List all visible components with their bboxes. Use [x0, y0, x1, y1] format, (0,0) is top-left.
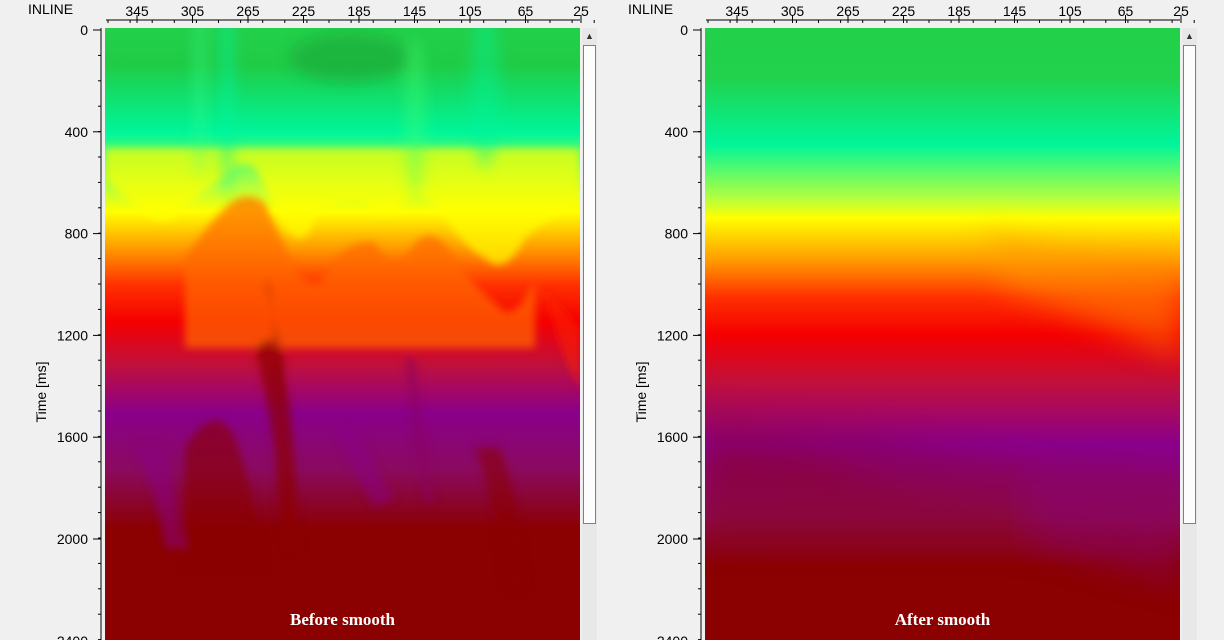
y-tick-label: 0	[80, 22, 88, 38]
x-tick-label: 305	[181, 3, 205, 19]
velocity-section-before[interactable]: Before smooth	[105, 28, 580, 640]
x-tick-label: 145	[1003, 3, 1027, 19]
y-axis-label: Time [ms]	[33, 362, 49, 423]
x-tick-label: 105	[1058, 3, 1082, 19]
scroll-up-arrow-icon[interactable]: ▲	[585, 31, 594, 41]
x-tick-label: 345	[125, 3, 149, 19]
seismic-panel-before: INLINE 345 305 265 225 185 145 105 65 25 0 400 800 1…	[0, 0, 600, 640]
y-tick-label: 1600	[657, 429, 688, 445]
x-tick-label: 185	[947, 3, 971, 19]
y-tick-label: 2400	[57, 633, 88, 640]
y-tick-label: 400	[65, 124, 89, 140]
y-tick-label: 2000	[57, 531, 88, 547]
y-tick-label: 800	[665, 226, 689, 242]
axes-frame: 345 305 265 225 185 145 105 65 25 0 400 800 1200 1600…	[633, 3, 1195, 640]
x-tick-label: 225	[892, 3, 916, 19]
y-tick-label: 400	[665, 124, 689, 140]
x-tick-label: 185	[347, 3, 371, 19]
axes-frame: 345 305 265 225 185 145 105 65 25 0 400 800 1200 1600…	[33, 3, 595, 640]
y-axis-label: Time [ms]	[633, 362, 649, 423]
y-tick-label: 1600	[57, 429, 88, 445]
x-tick-label: 345	[725, 3, 749, 19]
inline-axis-title: INLINE	[28, 1, 74, 17]
x-tick-label: 265	[836, 3, 860, 19]
x-tick-label: 265	[236, 3, 260, 19]
scroll-thumb[interactable]	[1183, 45, 1196, 524]
x-tick-label: 65	[1118, 3, 1134, 19]
y-tick-label: 800	[65, 226, 89, 242]
inline-axis-title: INLINE	[628, 1, 674, 17]
vertical-scrollbar[interactable]: ▲	[1182, 28, 1197, 640]
x-tick-label: 145	[403, 3, 427, 19]
x-tick-label: 25	[573, 3, 589, 19]
y-tick-label: 2400	[657, 633, 688, 640]
seismic-panel-after: INLINE 345 305 265 225 185 145 105 65 25 0 400 800 1…	[600, 0, 1200, 640]
x-tick-label: 225	[292, 3, 316, 19]
x-tick-label: 25	[1173, 3, 1189, 19]
y-tick-label: 1200	[657, 327, 688, 343]
x-tick-label: 105	[458, 3, 482, 19]
y-tick-label: 0	[680, 22, 688, 38]
y-tick-label: 1200	[57, 327, 88, 343]
panel-caption: After smooth	[894, 610, 991, 629]
x-tick-label: 65	[518, 3, 534, 19]
panel-caption: Before smooth	[290, 610, 395, 629]
scroll-thumb[interactable]	[583, 45, 596, 524]
velocity-section-after[interactable]: After smooth	[705, 28, 1180, 640]
vertical-scrollbar[interactable]: ▲	[582, 28, 597, 640]
x-tick-label: 305	[781, 3, 805, 19]
scroll-up-arrow-icon[interactable]: ▲	[1185, 31, 1194, 41]
y-tick-label: 2000	[657, 531, 688, 547]
